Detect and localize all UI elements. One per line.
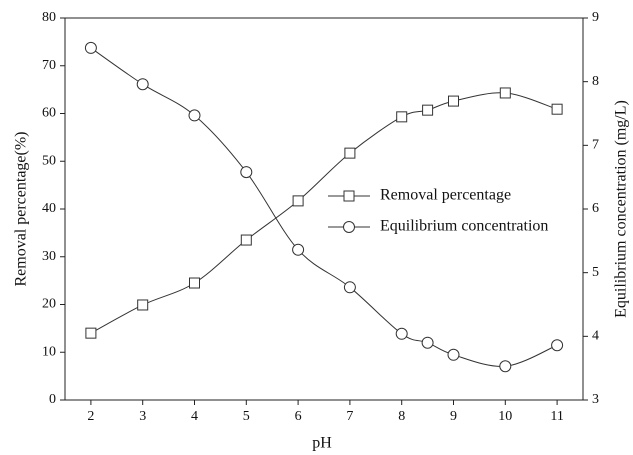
x-tick-label: 2 — [87, 409, 94, 424]
y2-tick-label: 3 — [592, 392, 599, 407]
x-axis-label: pH — [312, 435, 332, 452]
x-tick-label: 8 — [398, 409, 405, 424]
marker — [84, 41, 97, 54]
legend-marker — [343, 190, 355, 202]
y-tick-label: 30 — [42, 249, 56, 264]
series-line — [90, 47, 558, 367]
y2-tick-label: 4 — [592, 329, 599, 344]
plot-frame — [64, 17, 584, 401]
y-tick-label: 50 — [42, 153, 56, 168]
marker — [448, 95, 459, 107]
marker — [137, 299, 149, 311]
series-line — [90, 92, 558, 334]
marker — [240, 234, 252, 246]
marker — [292, 195, 304, 207]
y-axis-label: Removal percentage(%) — [13, 131, 30, 286]
marker — [422, 104, 434, 116]
marker — [395, 327, 408, 340]
legend-label: Equilibrium concentration — [380, 218, 548, 235]
y-tick-label: 10 — [42, 344, 56, 359]
x-tick-label: 11 — [550, 409, 563, 424]
marker — [240, 166, 253, 179]
marker — [551, 339, 564, 352]
y2-tick-label: 8 — [592, 74, 599, 89]
y-tick-label: 20 — [42, 297, 56, 312]
marker — [551, 103, 563, 115]
marker — [136, 78, 149, 91]
marker — [396, 111, 408, 123]
marker — [189, 277, 200, 289]
legend-label: Removal percentage — [380, 187, 511, 204]
marker — [85, 327, 97, 339]
marker — [292, 243, 305, 256]
x-tick-label: 3 — [139, 409, 146, 424]
y2-tick-label: 7 — [592, 138, 599, 153]
y-tick-label: 70 — [42, 58, 56, 73]
legend-marker — [343, 221, 355, 233]
marker — [499, 87, 511, 99]
y2-tick-label: 6 — [592, 201, 599, 216]
y2-tick-label: 9 — [592, 10, 599, 25]
y2-axis-label: Equilibrium concentration (mg/L) — [613, 100, 630, 318]
y-tick-label: 40 — [42, 201, 56, 216]
marker — [447, 348, 460, 361]
x-tick-label: 7 — [346, 409, 353, 424]
y-tick-label: 80 — [42, 10, 56, 25]
x-tick-label: 6 — [295, 409, 302, 424]
x-tick-label: 4 — [191, 409, 198, 424]
y-tick-label: 0 — [49, 392, 56, 407]
marker — [499, 360, 512, 373]
y-tick-label: 60 — [42, 106, 56, 121]
x-tick-label: 9 — [450, 409, 457, 424]
x-tick-label: 5 — [243, 409, 250, 424]
marker — [188, 109, 201, 122]
marker — [344, 147, 356, 159]
y2-tick-label: 5 — [592, 265, 599, 280]
x-tick-label: 10 — [498, 409, 512, 424]
marker — [343, 281, 356, 294]
marker — [421, 336, 434, 349]
